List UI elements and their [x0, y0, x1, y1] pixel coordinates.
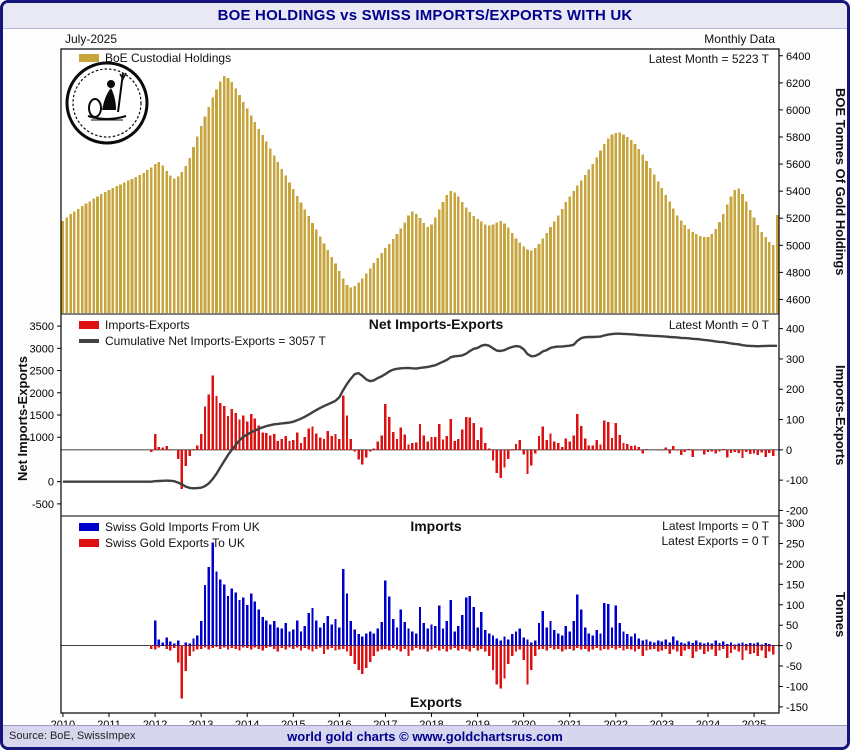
- page-title: BOE HOLDINGS vs SWISS IMPORTS/EXPORTS WI…: [3, 3, 847, 29]
- britannia-figure-icon: [87, 72, 127, 121]
- latest-exports-label: Latest Exports = 0 T: [661, 534, 769, 548]
- net-bars-legend-label: Imports-Exports: [105, 318, 190, 332]
- svg-text:5000: 5000: [786, 240, 810, 252]
- cumulative-line-legend-swatch: [79, 339, 99, 343]
- imports-bars: [153, 542, 775, 646]
- svg-text:6200: 6200: [786, 78, 810, 90]
- svg-text:6400: 6400: [786, 51, 810, 63]
- imports-panel-title: Imports: [410, 518, 462, 534]
- svg-text:400: 400: [786, 324, 804, 336]
- svg-text:100: 100: [786, 415, 804, 427]
- boe-logo: [65, 61, 149, 145]
- boe-latest-label: Latest Month = 5223 T: [648, 52, 769, 66]
- date-label: July-2025: [65, 32, 118, 46]
- footer-bar: Source: BoE, SwissImpex world gold chart…: [3, 725, 847, 747]
- exports-legend-swatch: [79, 539, 99, 547]
- svg-text:5400: 5400: [786, 186, 810, 198]
- svg-text:4600: 4600: [786, 294, 810, 306]
- svg-text:3000: 3000: [30, 343, 54, 355]
- imports-legend: Swiss Gold Imports From UK: [79, 520, 260, 534]
- cumulative-line: [62, 332, 778, 490]
- exports-legend: Swiss Gold Exports To UK: [79, 536, 245, 550]
- svg-text:200: 200: [786, 384, 804, 396]
- svg-text:300: 300: [786, 354, 804, 366]
- svg-text:1000: 1000: [30, 432, 54, 444]
- cumulative-line-legend-label: Cumulative Net Imports-Exports = 3057 T: [105, 334, 326, 348]
- svg-text:300: 300: [786, 518, 804, 530]
- net-left-axis-label: Net Imports-Exports: [15, 356, 30, 481]
- svg-text:-100: -100: [786, 681, 808, 693]
- net-bars: [150, 375, 775, 490]
- svg-text:-500: -500: [32, 499, 54, 511]
- latest-imports-label: Latest Imports = 0 T: [662, 519, 769, 533]
- net-panel-title: Net Imports-Exports: [368, 316, 504, 332]
- chart-canvas: 6400620060005800560054005200500048004600…: [30, 48, 810, 731]
- source-label: Source: BoE, SwissImpex: [9, 730, 136, 742]
- svg-text:5600: 5600: [786, 159, 810, 171]
- frequency-label: Monthly Data: [704, 32, 775, 46]
- exports-bars: [150, 645, 775, 699]
- exports-legend-label: Swiss Gold Exports To UK: [105, 536, 245, 550]
- svg-text:6000: 6000: [786, 105, 810, 117]
- tonnes-axis-label: Tonnes: [833, 592, 848, 638]
- net-latest-label: Latest Month = 0 T: [668, 318, 769, 332]
- boe-axis-label: BOE Tonnes Of Gold Holdings: [833, 88, 848, 276]
- svg-text:4800: 4800: [786, 267, 810, 279]
- imports-legend-label: Swiss Gold Imports From UK: [105, 520, 260, 534]
- exports-panel-title: Exports: [409, 694, 463, 710]
- svg-text:5200: 5200: [786, 213, 810, 225]
- cumulative-line-legend: Cumulative Net Imports-Exports = 3057 T: [79, 334, 326, 348]
- svg-text:0: 0: [48, 477, 54, 489]
- boe-legend: BoE Custodial Holdings: [79, 51, 231, 65]
- boe-legend-swatch: [79, 54, 99, 62]
- net-right-axis-label: Imports-Exports: [833, 365, 848, 466]
- net-bars-legend-swatch: [79, 321, 99, 329]
- imports-legend-swatch: [79, 523, 99, 531]
- boe-logo-inner-ring: [72, 68, 142, 138]
- svg-text:-200: -200: [786, 505, 808, 517]
- svg-text:0: 0: [786, 641, 792, 653]
- boe-legend-label: BoE Custodial Holdings: [105, 51, 232, 65]
- svg-text:2000: 2000: [30, 388, 54, 400]
- svg-text:5800: 5800: [786, 132, 810, 144]
- svg-text:-150: -150: [786, 702, 808, 714]
- svg-text:50: 50: [786, 620, 798, 632]
- svg-text:100: 100: [786, 600, 804, 612]
- svg-text:0: 0: [786, 445, 792, 457]
- svg-text:3500: 3500: [30, 321, 54, 333]
- svg-text:200: 200: [786, 559, 804, 571]
- net-bars-legend: Imports-Exports: [79, 318, 190, 332]
- svg-text:1500: 1500: [30, 410, 54, 422]
- svg-text:-100: -100: [786, 475, 808, 487]
- boe-bars: [61, 76, 779, 313]
- svg-text:250: 250: [786, 539, 804, 551]
- credit-label: world gold charts © www.goldchartsrus.co…: [287, 729, 563, 744]
- svg-text:-50: -50: [786, 661, 802, 673]
- svg-text:150: 150: [786, 579, 804, 591]
- svg-text:2500: 2500: [30, 366, 54, 378]
